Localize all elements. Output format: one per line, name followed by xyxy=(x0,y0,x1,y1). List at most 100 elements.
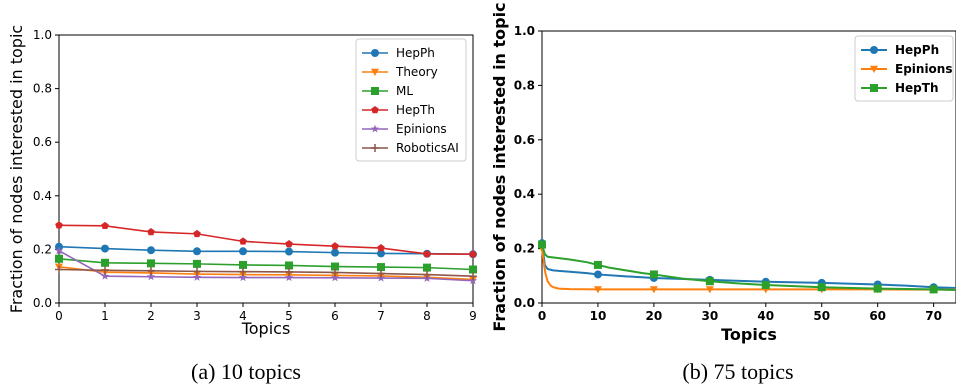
series-point-hepth xyxy=(239,237,247,245)
y-tick-label: 0.8 xyxy=(33,82,52,96)
legend-label: HepTh xyxy=(895,81,939,95)
chart-b-caption: (b) 75 topics xyxy=(682,359,793,384)
chart-a-legend: HepPh Theory ML HepTh Epinions RoboticsAI xyxy=(355,38,467,162)
series-point-hepph xyxy=(593,270,602,279)
legend-label: Theory xyxy=(395,65,438,79)
legend-marker xyxy=(371,49,379,57)
x-tick-label: 3 xyxy=(193,309,201,323)
legend-marker xyxy=(371,106,379,114)
y-tick-label: 1.0 xyxy=(514,24,535,38)
chart-a-ylabel: Fraction of nodes interested in topic xyxy=(7,25,26,313)
series-point-hepph xyxy=(331,248,339,257)
legend-label: RoboticsAI xyxy=(396,141,459,155)
x-tick-label: 9 xyxy=(469,309,477,323)
series-point-ml xyxy=(193,259,201,268)
y-tick-label: 0.6 xyxy=(514,133,535,147)
chart-b-frame xyxy=(541,30,956,304)
series-point-hepth xyxy=(761,281,770,290)
x-tick-label: 70 xyxy=(925,309,942,323)
legend-label: Epinions xyxy=(895,62,953,76)
series-point-hepth xyxy=(469,250,477,258)
legend-label: ML xyxy=(396,84,413,98)
series-point-hepth xyxy=(705,277,714,286)
y-tick-label: 0.0 xyxy=(514,296,535,310)
legend-marker xyxy=(371,144,379,152)
chart-b-ylabel: Fraction of nodes interested in topic xyxy=(490,2,509,331)
legend-frame xyxy=(355,38,467,162)
series-point-roboticsai xyxy=(469,272,477,281)
series-point-hepth xyxy=(649,270,658,279)
series-point-epinions xyxy=(146,272,156,281)
legend-marker xyxy=(370,124,380,133)
x-tick-label: 30 xyxy=(701,309,718,323)
y-tick-label: 0.4 xyxy=(33,189,52,203)
series-point-ml xyxy=(101,258,109,267)
series-point-hepth xyxy=(55,221,63,229)
x-tick-label: 1 xyxy=(101,309,109,323)
series-point-ml xyxy=(469,265,477,274)
series-line-epinions xyxy=(58,250,474,282)
series-point-roboticsai xyxy=(285,267,293,276)
series-point-hepph xyxy=(101,244,109,253)
series-point-hepth xyxy=(593,260,602,269)
y-tick-label: 0.0 xyxy=(33,296,52,310)
series-point-epinions xyxy=(238,273,248,282)
series-point-epinions xyxy=(593,286,602,294)
series-line-epinions xyxy=(541,248,956,291)
series-point-hepth xyxy=(538,240,546,249)
series-point-roboticsai xyxy=(331,268,339,277)
chart-a: 0.0 0.2 0.4 0.6 0.8 1.0 0 1 2 3 4 5 6 7 8 9 Topics Frac… xyxy=(7,25,478,384)
series-point-epinions xyxy=(376,273,386,282)
series-point-ml xyxy=(285,261,293,270)
series-point-hepth xyxy=(193,229,201,238)
series-point-epinions xyxy=(649,286,658,294)
series-point-hepph xyxy=(193,247,201,256)
chart-a-frame xyxy=(58,34,474,304)
series-point-hepth xyxy=(147,227,155,236)
series-point-hepth xyxy=(377,244,385,252)
chart-b-legend: HepPh Epinions HepTh xyxy=(854,35,954,102)
y-tick-label: 0.2 xyxy=(514,242,535,256)
series-point-hepph xyxy=(147,246,155,255)
x-tick-label: 0 xyxy=(538,309,546,323)
series-point-hepph xyxy=(377,249,385,258)
legend-label: HepPh xyxy=(396,46,435,60)
x-tick-label: 0 xyxy=(55,309,63,323)
series-point-roboticsai xyxy=(423,270,431,279)
series-point-ml xyxy=(331,262,339,271)
series-point-roboticsai xyxy=(239,267,247,276)
series-point-hepph xyxy=(285,247,293,256)
series-point-roboticsai xyxy=(101,266,109,275)
legend-marker xyxy=(371,68,379,76)
y-tick-label: 0.6 xyxy=(33,135,52,149)
series-point-ml xyxy=(55,254,63,263)
series-line-roboticsai xyxy=(58,268,474,277)
legend-frame xyxy=(854,35,954,102)
chart-a-caption: (a) 10 topics xyxy=(191,359,301,384)
series-line-hepph xyxy=(58,245,474,256)
series-point-roboticsai xyxy=(193,267,201,276)
x-tick-label: 7 xyxy=(377,309,385,323)
chart-b-xlabel: Topics xyxy=(721,325,777,344)
series-point-ml xyxy=(147,259,155,268)
series-point-epinions xyxy=(54,246,64,255)
series-point-epinions xyxy=(330,273,340,282)
series-point-roboticsai xyxy=(147,266,155,275)
x-tick-label: 50 xyxy=(813,309,830,323)
y-tick-label: 0.4 xyxy=(514,187,535,201)
y-tick-label: 0.2 xyxy=(33,242,52,256)
series-line-ml xyxy=(58,257,474,271)
x-tick-label: 10 xyxy=(590,309,607,323)
x-tick-label: 60 xyxy=(869,309,886,323)
series-point-hepth xyxy=(423,249,431,258)
legend-marker xyxy=(870,84,878,92)
series-point-roboticsai xyxy=(55,265,63,274)
x-tick-label: 2 xyxy=(147,309,155,323)
x-tick-label: 6 xyxy=(331,309,339,323)
y-tick-label: 1.0 xyxy=(33,28,52,42)
x-tick-label: 20 xyxy=(646,309,663,323)
series-point-epinions xyxy=(705,286,714,294)
series-point-epinions xyxy=(468,276,478,285)
legend-label: Epinions xyxy=(396,122,447,136)
series-point-ml xyxy=(239,260,247,269)
